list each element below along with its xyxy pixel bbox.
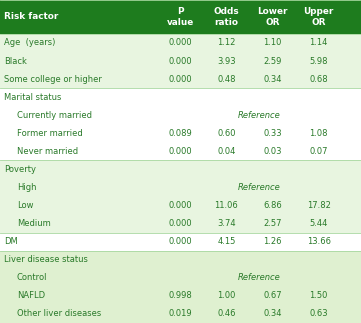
Text: 17.82: 17.82 xyxy=(307,201,331,210)
Text: 0.34: 0.34 xyxy=(263,75,282,84)
Text: 0.000: 0.000 xyxy=(168,201,192,210)
Text: 1.00: 1.00 xyxy=(217,291,235,300)
Text: 0.000: 0.000 xyxy=(168,237,192,246)
Text: 1.10: 1.10 xyxy=(264,38,282,47)
Text: 13.66: 13.66 xyxy=(307,237,331,246)
Bar xyxy=(0,161,361,178)
Text: 5.44: 5.44 xyxy=(310,219,328,228)
Bar xyxy=(0,106,361,124)
Text: 0.000: 0.000 xyxy=(168,147,192,156)
Text: Lower
OR: Lower OR xyxy=(257,7,288,27)
Text: 2.59: 2.59 xyxy=(264,57,282,66)
Text: 0.089: 0.089 xyxy=(168,129,192,138)
Text: 0.68: 0.68 xyxy=(309,75,328,84)
Bar xyxy=(0,70,361,88)
Text: Former married: Former married xyxy=(17,129,83,138)
Bar xyxy=(0,142,361,161)
Text: 0.000: 0.000 xyxy=(168,57,192,66)
Text: 0.60: 0.60 xyxy=(217,129,236,138)
Bar xyxy=(0,34,361,52)
Text: 0.07: 0.07 xyxy=(309,147,328,156)
Text: Reference: Reference xyxy=(238,111,280,120)
Text: Poverty: Poverty xyxy=(4,165,36,174)
Text: Reference: Reference xyxy=(238,183,280,192)
Text: Upper
OR: Upper OR xyxy=(304,7,334,27)
Text: 1.50: 1.50 xyxy=(310,291,328,300)
Text: Control: Control xyxy=(17,273,47,282)
Bar xyxy=(0,196,361,214)
Text: 0.03: 0.03 xyxy=(263,147,282,156)
Text: NAFLD: NAFLD xyxy=(17,291,45,300)
Text: P
value: P value xyxy=(166,7,194,27)
Text: Never married: Never married xyxy=(17,147,78,156)
Text: 1.26: 1.26 xyxy=(263,237,282,246)
Text: Currently married: Currently married xyxy=(17,111,92,120)
Text: 0.34: 0.34 xyxy=(263,309,282,318)
Bar xyxy=(0,251,361,269)
Text: DM: DM xyxy=(4,237,18,246)
Text: 3.93: 3.93 xyxy=(217,57,236,66)
Text: Marital status: Marital status xyxy=(4,93,62,102)
Text: Liver disease status: Liver disease status xyxy=(4,255,88,264)
Text: 0.000: 0.000 xyxy=(168,219,192,228)
Bar xyxy=(0,269,361,287)
Bar xyxy=(0,52,361,70)
Text: Odds
ratio: Odds ratio xyxy=(214,7,239,27)
Bar xyxy=(0,305,361,323)
Bar xyxy=(0,287,361,305)
Text: Risk factor: Risk factor xyxy=(4,13,59,21)
Text: Other liver diseases: Other liver diseases xyxy=(17,309,101,318)
Text: Age  (years): Age (years) xyxy=(4,38,56,47)
Text: Some college or higher: Some college or higher xyxy=(4,75,102,84)
Text: Reference: Reference xyxy=(238,273,280,282)
Text: 6.86: 6.86 xyxy=(263,201,282,210)
Text: 0.67: 0.67 xyxy=(263,291,282,300)
Text: 5.98: 5.98 xyxy=(309,57,328,66)
Text: High: High xyxy=(17,183,36,192)
Text: 1.14: 1.14 xyxy=(310,38,328,47)
Bar xyxy=(0,214,361,233)
Bar xyxy=(0,124,361,142)
Text: 0.019: 0.019 xyxy=(168,309,192,318)
Text: 0.998: 0.998 xyxy=(168,291,192,300)
Text: 0.04: 0.04 xyxy=(217,147,235,156)
Bar xyxy=(0,0,361,34)
Text: 0.33: 0.33 xyxy=(263,129,282,138)
Text: 11.06: 11.06 xyxy=(214,201,238,210)
Text: Low: Low xyxy=(17,201,34,210)
Text: 0.48: 0.48 xyxy=(217,75,236,84)
Text: 0.000: 0.000 xyxy=(168,38,192,47)
Text: 1.08: 1.08 xyxy=(309,129,328,138)
Text: Medium: Medium xyxy=(17,219,51,228)
Text: Black: Black xyxy=(4,57,27,66)
Text: 0.46: 0.46 xyxy=(217,309,236,318)
Bar xyxy=(0,88,361,106)
Text: 4.15: 4.15 xyxy=(217,237,235,246)
Text: 3.74: 3.74 xyxy=(217,219,236,228)
Text: 1.12: 1.12 xyxy=(217,38,235,47)
Text: 0.000: 0.000 xyxy=(168,75,192,84)
Text: 2.57: 2.57 xyxy=(263,219,282,228)
Text: 0.63: 0.63 xyxy=(309,309,328,318)
Bar xyxy=(0,178,361,196)
Bar xyxy=(0,233,361,251)
